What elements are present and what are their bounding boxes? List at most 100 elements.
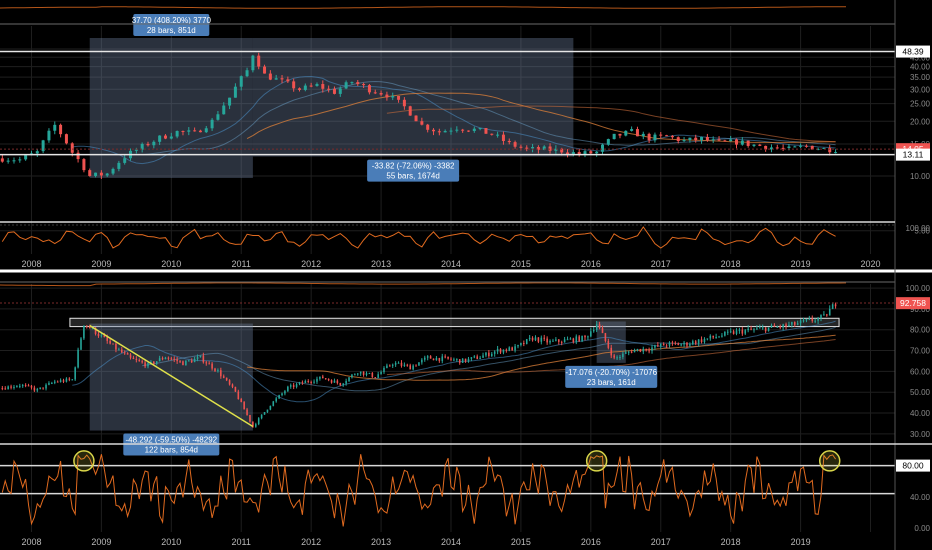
measurement-label-line1: -17.076 (-20.70%) -17076 bbox=[565, 368, 657, 377]
candle-body bbox=[598, 324, 601, 329]
candle-body bbox=[231, 384, 234, 387]
candle-body bbox=[514, 346, 516, 351]
candle-body bbox=[566, 152, 570, 155]
candle-body bbox=[802, 320, 805, 322]
price-tag-box bbox=[896, 148, 930, 161]
candle-body bbox=[817, 318, 819, 321]
candle-body bbox=[478, 128, 482, 130]
candle-body bbox=[534, 337, 537, 341]
candle-body bbox=[24, 385, 27, 387]
osc-tick-label: 100.00 bbox=[906, 224, 931, 233]
candle-body bbox=[657, 345, 659, 347]
candle-body bbox=[237, 391, 240, 400]
candle-body bbox=[717, 139, 721, 141]
candle-body bbox=[187, 360, 190, 362]
candle-body bbox=[613, 355, 615, 358]
candle-body bbox=[517, 344, 519, 347]
candle-body bbox=[379, 92, 383, 95]
candle-body bbox=[374, 377, 377, 379]
candle-body bbox=[330, 380, 333, 383]
candle-body bbox=[578, 336, 580, 342]
candle-body bbox=[520, 343, 522, 345]
candle-body bbox=[391, 364, 394, 366]
candle-body bbox=[205, 362, 208, 364]
candle-body bbox=[767, 327, 770, 332]
candle-body bbox=[59, 380, 62, 382]
candle-body bbox=[216, 114, 220, 120]
candle-body bbox=[490, 133, 494, 135]
candle-body bbox=[68, 378, 71, 380]
candle-body bbox=[51, 382, 53, 384]
candle-body bbox=[607, 341, 610, 348]
candle-body bbox=[254, 424, 257, 427]
candle-body bbox=[53, 124, 57, 131]
candle-body bbox=[100, 335, 103, 337]
candle-body bbox=[482, 355, 484, 358]
candle-body bbox=[120, 349, 123, 353]
candle-body bbox=[732, 331, 735, 334]
candle-body bbox=[697, 339, 700, 344]
candle-body bbox=[670, 135, 674, 138]
candle-body bbox=[811, 318, 814, 321]
candle-body bbox=[715, 336, 717, 338]
candle-body bbox=[764, 145, 768, 150]
candle-body bbox=[309, 85, 313, 87]
candle-body bbox=[303, 85, 307, 90]
candle-body bbox=[408, 106, 412, 116]
candle-body bbox=[779, 326, 782, 328]
candle-body bbox=[252, 421, 254, 427]
price-tag-text: 13.11 bbox=[903, 150, 924, 160]
candle-body bbox=[152, 141, 156, 146]
candle-body bbox=[359, 371, 362, 374]
y-tick-label: 70.00 bbox=[910, 347, 931, 356]
candle-body bbox=[123, 158, 127, 163]
candle-body bbox=[583, 151, 587, 155]
candle-body bbox=[828, 148, 832, 153]
candle-body bbox=[782, 324, 784, 328]
candle-body bbox=[187, 130, 191, 132]
candle-body bbox=[146, 143, 150, 146]
candle-body bbox=[738, 329, 741, 331]
candle-body bbox=[204, 128, 208, 133]
candle-body bbox=[470, 357, 473, 359]
candle-body bbox=[99, 172, 103, 176]
candle-body bbox=[385, 94, 389, 98]
measurement-label-line1: -33.82 (-72.06%) -3382 bbox=[372, 162, 455, 171]
candle-body bbox=[280, 78, 284, 80]
candle-body bbox=[332, 88, 336, 94]
x-tick-label: 2008 bbox=[21, 259, 41, 269]
candle-body bbox=[163, 135, 167, 139]
candle-body bbox=[822, 148, 826, 150]
candle-body bbox=[823, 314, 825, 316]
candle-body bbox=[394, 363, 397, 365]
candle-body bbox=[147, 362, 149, 367]
oscillator-highlight-circle bbox=[73, 450, 95, 472]
candle-body bbox=[610, 347, 613, 356]
candle-body bbox=[64, 134, 68, 144]
candle-body bbox=[198, 130, 202, 133]
candle-body bbox=[709, 335, 712, 339]
candle-body bbox=[589, 151, 593, 154]
y-tick-label: 5.00 bbox=[914, 227, 930, 236]
candle-body bbox=[310, 381, 312, 383]
candle-body bbox=[595, 151, 599, 154]
candle-body bbox=[222, 105, 226, 115]
candle-body bbox=[692, 341, 694, 345]
candle-body bbox=[700, 137, 704, 141]
candle-body bbox=[758, 144, 762, 146]
candle-body bbox=[455, 129, 459, 131]
candle-body bbox=[228, 97, 232, 106]
candle-body bbox=[560, 148, 564, 153]
price-tag-box bbox=[896, 45, 930, 58]
candle-body bbox=[435, 357, 438, 361]
candle-body bbox=[604, 333, 607, 342]
candle-body bbox=[511, 347, 513, 351]
candle-body bbox=[246, 409, 248, 415]
candle-body bbox=[234, 386, 237, 392]
candle-body bbox=[362, 371, 365, 375]
candle-body bbox=[126, 353, 129, 355]
candle-body bbox=[461, 129, 465, 131]
candle-body bbox=[705, 137, 709, 141]
candle-body bbox=[787, 146, 791, 148]
